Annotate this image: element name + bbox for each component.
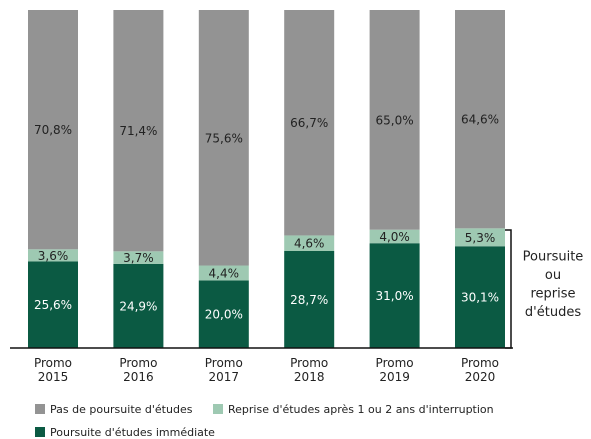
value-label: 20,0% [205, 308, 243, 322]
value-label: 28,7% [290, 293, 328, 307]
value-label: 66,7% [290, 116, 328, 130]
value-label: 30,1% [461, 291, 499, 305]
bar-segment [284, 10, 335, 236]
bar-segment [284, 250, 335, 348]
annotation: d'études [525, 305, 581, 320]
value-label: 71,4% [119, 124, 157, 138]
bar-segment [369, 243, 420, 348]
x-tick-label: Promo 2020 [461, 356, 499, 384]
legend-swatch [213, 404, 223, 414]
bar-segment [455, 10, 505, 229]
legend-label: Reprise d'études après 1 ou 2 ans d'inte… [228, 403, 494, 416]
legend-swatch [35, 404, 45, 414]
value-label: 70,8% [34, 123, 72, 137]
legend-label: Pas de poursuite d'études [50, 403, 193, 416]
value-label: 64,6% [461, 113, 499, 127]
bar-segment [113, 263, 164, 348]
bar-segment [198, 265, 249, 281]
value-label: 4,4% [209, 266, 240, 280]
value-label: 65,0% [376, 113, 414, 127]
value-label: 25,6% [34, 298, 72, 312]
bar-segment [369, 229, 420, 244]
bar-segment [28, 249, 78, 262]
bar-segment [113, 251, 164, 264]
bar-segment [113, 10, 164, 252]
value-label: 3,6% [38, 249, 69, 263]
annotation: ou [545, 268, 561, 283]
bar-segment [284, 235, 335, 251]
bar-segment [28, 261, 78, 348]
annotation: Poursuite [523, 250, 584, 265]
x-tick-label: Promo 2019 [376, 356, 414, 384]
bar-segment [198, 10, 249, 266]
value-label: 3,7% [123, 251, 154, 265]
value-label: 31,0% [376, 289, 414, 303]
value-label: 4,6% [294, 237, 325, 251]
value-label: 5,3% [465, 231, 496, 245]
annotation: reprise [530, 287, 575, 302]
x-tick-label: Promo 2017 [205, 356, 243, 384]
x-tick-label: Promo 2018 [290, 356, 328, 384]
bar-segment [28, 10, 78, 250]
bracket [505, 229, 512, 349]
x-tick-label: Promo 2016 [119, 356, 157, 384]
bar-segment [369, 10, 420, 230]
legend-swatch [35, 427, 45, 437]
value-label: 75,6% [205, 131, 243, 145]
legend-label: Poursuite d'études immédiate [50, 426, 215, 439]
bar-segment [455, 246, 505, 348]
bar-segment [455, 228, 505, 247]
value-label: 24,9% [119, 299, 157, 313]
bar-segment [198, 280, 249, 348]
x-tick-label: Promo 2015 [34, 356, 72, 384]
value-label: 4,0% [379, 230, 410, 244]
